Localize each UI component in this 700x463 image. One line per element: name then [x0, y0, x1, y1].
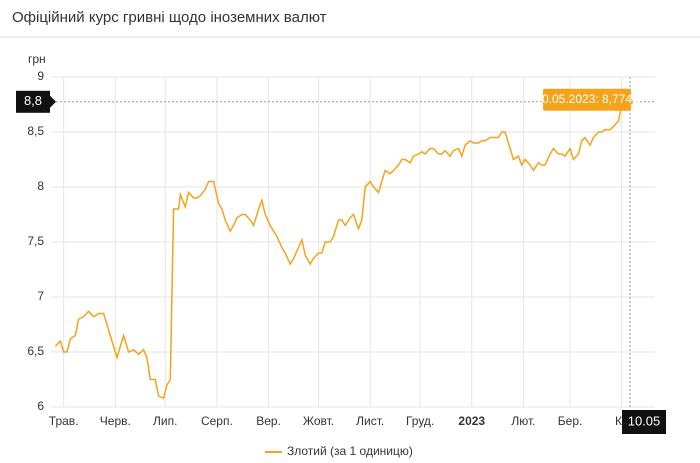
x-tick-label: Груд.	[406, 414, 434, 428]
y-tick-label: 6,5	[27, 344, 44, 358]
x-tick-label: Черв.	[100, 414, 131, 428]
tooltip: 10.05.2023: 8,7745	[535, 92, 639, 106]
y-tick-label: 8	[37, 179, 44, 193]
tooltip-box	[543, 88, 632, 111]
y-label-box	[16, 90, 50, 113]
x-tick-label: Трав.	[49, 414, 79, 428]
y-tick-label: 7	[37, 289, 44, 303]
x-tick-label: Серп.	[201, 414, 233, 428]
x-tick-label: Лют.	[511, 414, 535, 428]
x-tick-label: Лип.	[153, 414, 177, 428]
x-tick-label: 2023	[458, 414, 485, 428]
x-label-box	[622, 410, 667, 434]
x-tick-label: Жовт.	[303, 414, 334, 428]
overlay: 8,8 10.05 10.05.2023: 8,7745	[16, 77, 667, 434]
legend-label: Злотий (за 1 одиницю)	[287, 444, 413, 458]
crosshair-x-label: 10.05	[628, 413, 661, 428]
x-tick-label: Лист.	[356, 414, 384, 428]
y-axis-label: грн	[28, 52, 46, 66]
chart-title: Офіційний курс гривні щодо іноземних вал…	[12, 9, 327, 26]
line	[54, 101, 631, 400]
y-label-arrow	[50, 95, 56, 108]
x-tick-label: Бер.	[558, 414, 583, 428]
x-tick-label: Вер.	[256, 414, 281, 428]
y-tick-label: 7,5	[27, 234, 44, 248]
y-tick-label: 9	[37, 69, 44, 83]
plot: 6 6,5 7 7,5 8 8,5 9 Трав. Черв. Лип. Серп. Вер. Жовт…	[27, 69, 655, 428]
crosshair-y-label: 8,8	[24, 93, 42, 108]
y-tick-label: 6	[37, 399, 44, 413]
y-tick-label: 8,5	[27, 124, 44, 138]
